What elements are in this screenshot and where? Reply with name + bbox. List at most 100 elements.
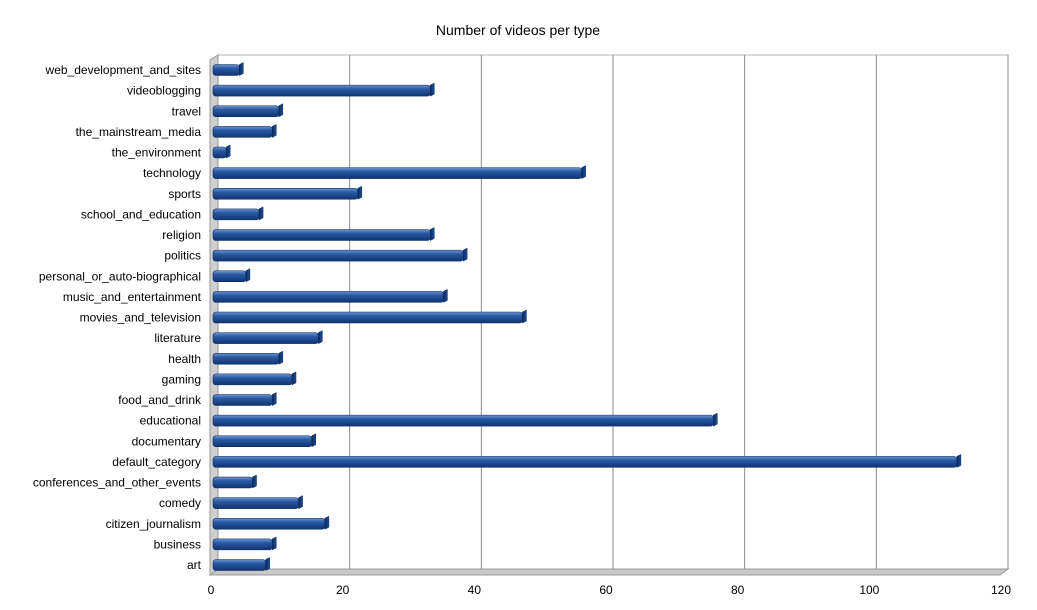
bar — [212, 371, 297, 386]
bar-body — [212, 352, 280, 365]
bar-body — [212, 435, 313, 448]
x-tick-labels: 0 20 40 60 80 100 120 — [208, 583, 1012, 597]
bar-cap — [225, 144, 231, 159]
bar-body — [212, 311, 523, 324]
bar — [212, 309, 527, 324]
y-tick-label: technology — [143, 166, 201, 180]
y-tick-label: music_and_entertainment — [63, 290, 202, 304]
bar-body — [212, 229, 431, 241]
bar-cap — [291, 371, 297, 386]
bar — [212, 206, 264, 221]
bar-cap — [265, 557, 270, 571]
y-tick-label: religion — [162, 228, 201, 242]
y-tick-label: personal_or_auto-biographical — [39, 269, 201, 283]
bar — [212, 247, 468, 262]
bar-body — [212, 332, 319, 344]
bar — [212, 62, 244, 76]
bar — [212, 453, 962, 468]
bar — [212, 392, 277, 406]
bar-body — [212, 146, 227, 159]
bar-body — [212, 394, 273, 406]
bar-body — [212, 517, 326, 530]
bar — [212, 103, 284, 118]
bar-cap — [272, 392, 277, 406]
bar — [212, 227, 435, 241]
bar-body — [212, 476, 253, 489]
bar-cap — [258, 206, 264, 221]
chart-title: Number of videos per type — [436, 22, 600, 38]
x-tick-label: 20 — [336, 583, 350, 597]
y-tick-label: school_and_education — [81, 207, 201, 221]
bar-cap — [278, 350, 284, 365]
bar-cap — [298, 495, 303, 510]
y-tick-label: conferences_and_other_events — [33, 476, 201, 490]
y-tick-label: travel — [172, 104, 201, 118]
y-tick-label: videoblogging — [127, 84, 201, 98]
bar-cap — [311, 433, 316, 448]
x-tick-label: 40 — [468, 583, 482, 597]
bar — [212, 82, 435, 97]
y-tick-label: documentary — [132, 434, 201, 448]
y-tick-label: literature — [154, 331, 201, 345]
bar-cap — [272, 536, 277, 551]
bar — [212, 288, 448, 303]
bar-body — [212, 105, 280, 118]
x-tick-label: 60 — [599, 583, 613, 597]
y-tick-label: food_and_drink — [118, 393, 202, 407]
bar-cap — [443, 288, 448, 303]
y-tick-label: default_category — [112, 455, 201, 469]
y-tick-label: gaming — [162, 372, 201, 386]
bar-cap — [430, 82, 435, 97]
y-tick-label: movies_and_television — [80, 311, 201, 325]
bar-body — [212, 187, 359, 200]
bar-cap — [956, 453, 962, 468]
bar-cap — [581, 165, 586, 180]
y-tick-labels: art business citizen_journalism comedy confe… — [33, 63, 202, 572]
bar-body — [212, 291, 444, 303]
bar — [212, 495, 303, 510]
bar-body — [212, 456, 958, 468]
y-tick-label: politics — [164, 249, 201, 263]
y-tick-label: web_development_and_sites — [45, 63, 201, 77]
bar — [212, 474, 257, 489]
bar — [212, 185, 363, 200]
bar-cap — [713, 412, 718, 427]
x-tick-label: 0 — [208, 583, 215, 597]
bar — [212, 412, 718, 427]
bar-body — [212, 497, 299, 509]
bar-body — [212, 373, 293, 386]
bar-cap — [522, 309, 527, 324]
bar — [212, 123, 277, 138]
bar-cap — [357, 185, 363, 200]
y-tick-label: comedy — [159, 496, 201, 510]
bar-body — [212, 270, 247, 283]
bar-body — [212, 64, 240, 76]
bars — [212, 62, 962, 571]
bar-cap — [462, 247, 468, 262]
grid-lines — [349, 55, 1009, 569]
bar — [212, 268, 251, 283]
bar-cap — [272, 123, 277, 138]
y-tick-label: art — [187, 558, 202, 572]
bar-body — [212, 559, 266, 571]
bar-body — [212, 167, 582, 179]
x-tick-label: 100 — [859, 583, 879, 597]
bar — [212, 165, 586, 180]
y-tick-label: educational — [140, 414, 201, 428]
bar — [212, 515, 330, 530]
bar-body — [212, 538, 273, 551]
y-tick-label: sports — [168, 187, 201, 201]
bar-cap — [324, 515, 330, 530]
bar-body — [212, 249, 464, 262]
bar-body — [212, 414, 714, 427]
bar-cap — [278, 103, 284, 118]
bar — [212, 433, 316, 448]
bar-cap — [239, 62, 244, 76]
bar-body — [212, 84, 431, 97]
bar — [212, 557, 270, 571]
y-tick-label: business — [154, 537, 201, 551]
x-tick-label: 80 — [731, 583, 745, 597]
y-tick-label: the_environment — [112, 146, 202, 160]
bar-body — [212, 126, 273, 138]
